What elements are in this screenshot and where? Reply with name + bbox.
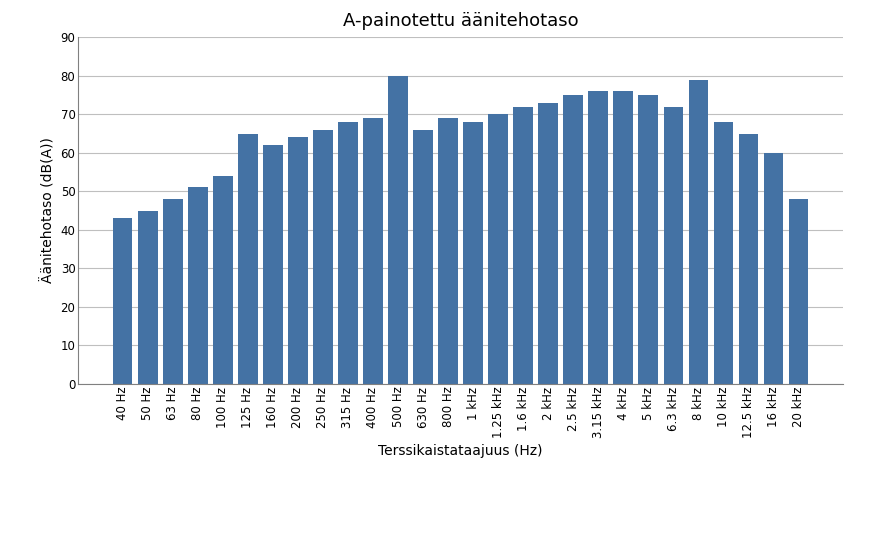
Bar bbox=[138, 211, 157, 384]
Bar bbox=[514, 107, 533, 384]
Bar bbox=[363, 118, 382, 384]
Bar bbox=[739, 134, 758, 384]
Bar bbox=[113, 218, 132, 384]
Bar bbox=[688, 79, 708, 384]
Bar bbox=[438, 118, 458, 384]
Bar bbox=[664, 107, 683, 384]
Bar bbox=[414, 130, 433, 384]
Bar bbox=[488, 114, 507, 384]
Bar bbox=[539, 103, 558, 384]
Bar bbox=[614, 91, 633, 384]
Bar bbox=[789, 199, 808, 384]
Bar bbox=[213, 176, 233, 384]
Bar bbox=[338, 122, 358, 384]
Bar bbox=[639, 95, 658, 384]
Bar bbox=[313, 130, 333, 384]
Bar bbox=[388, 76, 408, 384]
Bar bbox=[713, 122, 733, 384]
X-axis label: Terssikaistataajuus (Hz): Terssikaistataajuus (Hz) bbox=[378, 444, 543, 458]
Title: A-painotettu äänitehotaso: A-painotettu äänitehotaso bbox=[342, 12, 579, 30]
Bar bbox=[163, 199, 182, 384]
Bar bbox=[188, 188, 208, 384]
Bar bbox=[764, 153, 783, 384]
Bar bbox=[263, 145, 282, 384]
Y-axis label: Äänitehotaso (dB(A)): Äänitehotaso (dB(A)) bbox=[41, 138, 55, 284]
Bar bbox=[588, 91, 608, 384]
Bar bbox=[463, 122, 483, 384]
Bar bbox=[563, 95, 583, 384]
Bar bbox=[289, 138, 308, 384]
Bar bbox=[238, 134, 257, 384]
